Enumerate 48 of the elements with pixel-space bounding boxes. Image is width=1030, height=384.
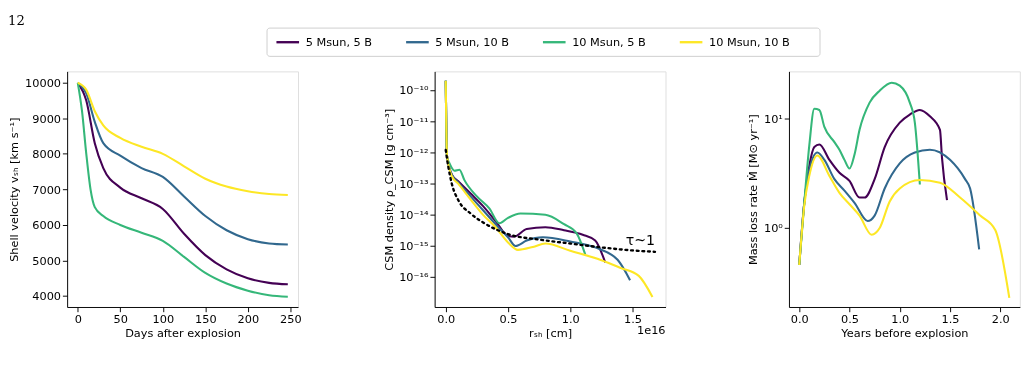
x-axis-title: Years before explosion [840, 326, 969, 340]
legend-label: 5 Msun, 5 B [305, 35, 373, 49]
legend-label: 10 Msun, 5 B [572, 35, 646, 49]
x-tick-label: 100 [152, 312, 175, 326]
x-tick-label: 2.0 [991, 312, 1010, 326]
x-tick-label: 150 [195, 312, 217, 326]
x-tick-label: 0.5 [499, 312, 518, 326]
y-tick-label: 10⁻¹⁶ [399, 271, 429, 285]
x-tick-label: 1.5 [624, 312, 642, 326]
y-tick-label: 5000 [32, 254, 62, 268]
y-tick-label: 4000 [32, 290, 62, 304]
y-axis-title: Shell velocity vₛₕ [km s⁻¹] [8, 117, 22, 262]
y-tick-label: 9000 [32, 112, 62, 126]
y-tick-label: 6000 [32, 219, 62, 233]
x-tick-label: 0 [74, 312, 82, 326]
y-tick-label: 10⁻¹² [399, 146, 429, 160]
y-tick-label: 10¹ [763, 112, 783, 126]
y-tick-label: 7000 [32, 183, 62, 197]
x-tick-label: 250 [280, 312, 302, 326]
line-series [444, 148, 657, 253]
series-label: τ~1 [625, 232, 655, 249]
y-tick-label: 10⁻¹⁴ [399, 209, 429, 223]
text: 1e16 [637, 324, 666, 338]
x-tick-label: 0.0 [790, 312, 809, 326]
legend-label: 10 Msun, 10 B [708, 35, 790, 49]
y-tick-label: 8000 [32, 148, 62, 162]
x-tick-label: 1.0 [891, 312, 910, 326]
x-axis-title: rₛₕ [cm] [529, 326, 573, 340]
x-tick-label: 0.5 [840, 312, 859, 326]
x-tick-label: 1.5 [941, 312, 960, 326]
x-tick-label: 50 [113, 312, 128, 326]
y-tick-label: 10⁻¹³ [399, 177, 429, 191]
y-tick-label: 10⁻¹¹ [399, 115, 429, 129]
y-tick-label: 10⁻¹⁵ [399, 240, 429, 254]
y-tick-label: 10000 [25, 77, 62, 91]
y-tick-label: 10⁰ [763, 222, 784, 236]
line-series [444, 79, 654, 299]
x-axis-title: Days after explosion [125, 326, 241, 340]
y-axis-title: Mass loss rate Ṁ [M⊙ yr⁻¹] [747, 114, 761, 266]
x-tick-label: 1.0 [561, 312, 580, 326]
x-tick-label: 200 [237, 312, 260, 326]
text: 12 [8, 12, 25, 28]
line-series [798, 154, 1011, 299]
y-tick-label: 10⁻¹⁰ [399, 84, 429, 98]
x-tick-label: 0.0 [437, 312, 456, 326]
y-axis-title: CSM density ρ_CSM [g cm⁻³] [382, 108, 396, 271]
legend-label: 5 Msun, 10 B [435, 35, 509, 49]
line-series [76, 81, 289, 197]
